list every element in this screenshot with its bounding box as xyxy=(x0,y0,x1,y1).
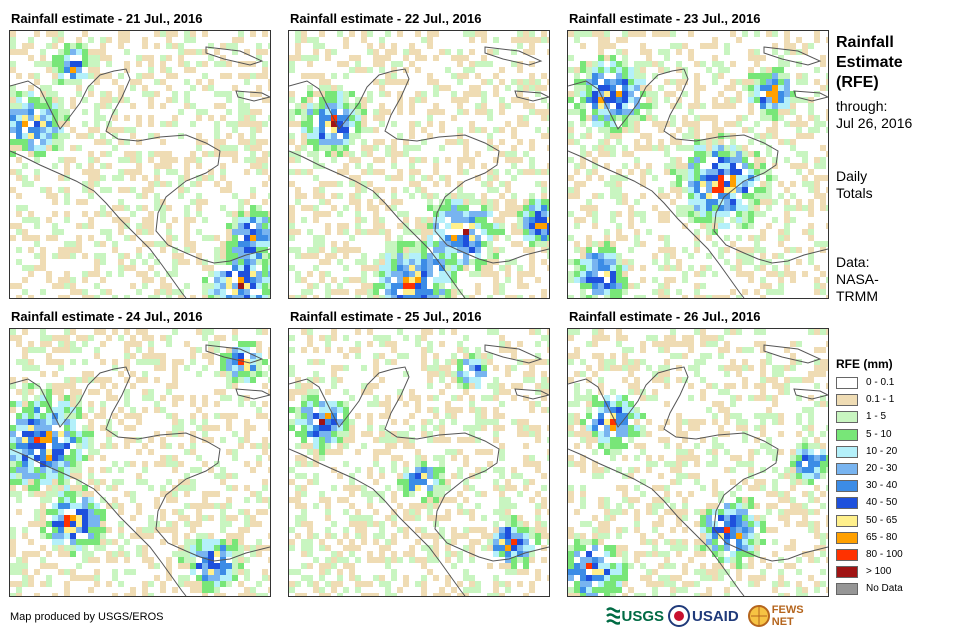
usgs-logo: USGS xyxy=(606,604,664,628)
rainfall-grid xyxy=(10,329,270,596)
through-date: through: Jul 26, 2016 xyxy=(836,98,912,132)
rainfall-grid xyxy=(289,31,549,298)
fewsnet-logo-text: FEWS NET xyxy=(771,604,804,628)
legend-label: 10 - 20 xyxy=(866,445,898,457)
panel-title-21: Rainfall estimate - 21 Jul., 2016 xyxy=(11,11,203,26)
daily-totals: Daily Totals xyxy=(836,168,873,202)
legend-swatch xyxy=(836,497,858,510)
usaid-logo-text: USAID xyxy=(692,607,739,625)
legend-label: 65 - 80 xyxy=(866,531,898,543)
data-source: Data: NASA- TRMM xyxy=(836,254,879,305)
legend-swatch xyxy=(836,566,858,579)
rainfall-map-26 xyxy=(567,328,829,597)
rainfall-grid xyxy=(10,31,270,298)
data-line3: TRMM xyxy=(836,288,878,304)
product-title: Rainfall Estimate (RFE) xyxy=(836,33,903,93)
panel-title-22: Rainfall estimate - 22 Jul., 2016 xyxy=(290,11,482,26)
through-value: Jul 26, 2016 xyxy=(836,115,913,131)
legend-label: 5 - 10 xyxy=(866,428,892,440)
legend-label: 0 - 0.1 xyxy=(866,377,895,388)
through-label: through: xyxy=(836,98,888,114)
panel-title-25: Rainfall estimate - 25 Jul., 2016 xyxy=(290,309,482,324)
usgs-mark-icon xyxy=(606,607,621,625)
rainfall-map-21 xyxy=(9,30,271,299)
product-title-line3: (RFE) xyxy=(836,74,879,91)
product-title-line1: Rainfall xyxy=(836,34,894,51)
rainfall-map-25 xyxy=(288,328,550,597)
rainfall-map-24 xyxy=(9,328,271,597)
rainfall-map-23 xyxy=(567,30,829,299)
rainfall-grid xyxy=(568,329,828,596)
legend-label: > 100 xyxy=(866,566,892,578)
data-line2: NASA- xyxy=(836,271,879,287)
legend-label: No Data xyxy=(866,583,903,595)
product-title-line2: Estimate xyxy=(836,54,903,71)
fewsnet-logo: FEWS NET xyxy=(748,604,828,628)
usgs-logo-text: USGS xyxy=(621,607,664,625)
legend-label: 30 - 40 xyxy=(866,480,898,492)
fewsnet-globe-icon xyxy=(748,605,770,627)
legend-swatch xyxy=(836,549,858,561)
legend-swatch xyxy=(836,480,858,493)
rainfall-map-22 xyxy=(288,30,550,299)
rainfall-grid xyxy=(568,31,828,298)
legend-swatch xyxy=(836,411,858,424)
legend-swatch xyxy=(836,394,858,407)
usaid-logo: USAID xyxy=(668,604,744,628)
panel-title-23: Rainfall estimate - 23 Jul., 2016 xyxy=(569,11,761,26)
legend-swatch xyxy=(836,377,858,389)
panel-title-26: Rainfall estimate - 26 Jul., 2016 xyxy=(569,309,761,324)
map-credit: Map produced by USGS/EROS xyxy=(10,611,164,623)
legend-swatch xyxy=(836,514,858,527)
legend-label: 0.1 - 1 xyxy=(866,394,895,406)
legend-label: 80 - 100 xyxy=(866,549,903,560)
rainfall-grid xyxy=(289,329,549,596)
legend-label: 40 - 50 xyxy=(866,497,898,509)
data-line1: Data: xyxy=(836,254,870,270)
legend-swatch xyxy=(836,463,858,475)
legend-swatch xyxy=(836,445,858,458)
totals-line1: Daily xyxy=(836,168,868,184)
legend-label: 1 - 5 xyxy=(866,411,887,423)
legend-swatch xyxy=(836,583,858,596)
legend-label: 20 - 30 xyxy=(866,463,898,474)
legend-title: RFE (mm) xyxy=(836,357,893,371)
legend-label: 50 - 65 xyxy=(866,514,898,526)
usaid-seal-icon xyxy=(668,605,690,627)
legend-swatch xyxy=(836,428,858,441)
totals-line2: Totals xyxy=(836,185,873,201)
panel-title-24: Rainfall estimate - 24 Jul., 2016 xyxy=(11,309,203,324)
legend-swatch xyxy=(836,531,858,544)
